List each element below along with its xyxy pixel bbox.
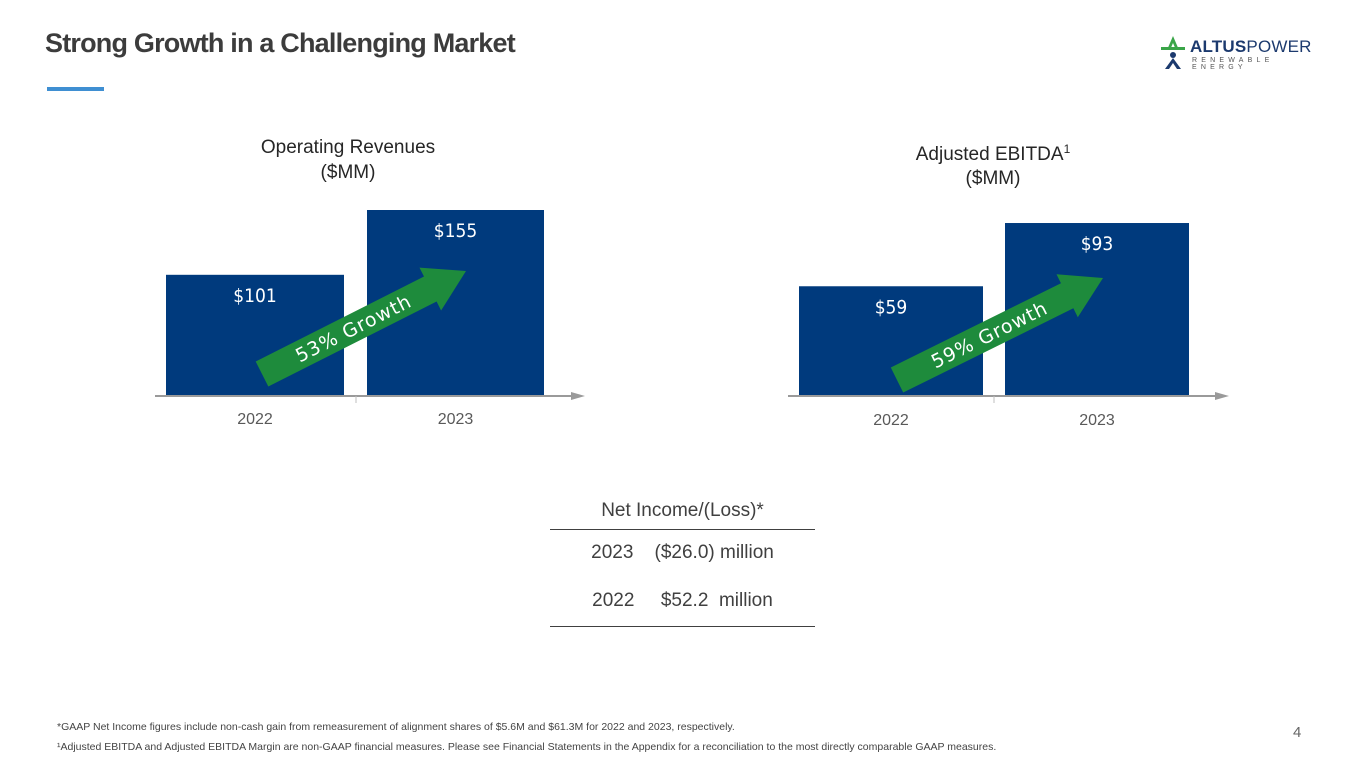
x-tick-label: 2022 (873, 412, 909, 429)
net-income-header: Net Income/(Loss)* (550, 497, 815, 530)
title-underline (47, 87, 104, 91)
title-superscript: 1 (1064, 142, 1071, 156)
net-income-value: $52.2 million (660, 590, 773, 611)
footnote-gaap: *GAAP Net Income figures include non-cas… (57, 721, 735, 733)
logo-tagline: RENEWABLE ENERGY (1192, 57, 1274, 71)
bar-value-label: $101 (233, 285, 277, 307)
chart-subtitle: ($MM) (966, 168, 1021, 189)
logo-wordmark: ALTUSPOWER (1190, 37, 1312, 57)
growth-arrow-shape (890, 274, 1103, 393)
logo-name-light: POWER (1246, 37, 1312, 56)
company-logo: ALTUSPOWER RENEWABLE ENERGY (1158, 34, 1318, 71)
x-tick-label: 2023 (438, 411, 474, 428)
chart-title: Operating Revenues (261, 137, 435, 158)
net-income-row-2023: 2023 ($26.0) million (550, 530, 815, 578)
net-income-value: ($26.0) million (654, 542, 774, 563)
page-title: Strong Growth in a Challenging Market (45, 28, 516, 58)
x-tick-label: 2023 (1079, 412, 1115, 429)
net-income-year: 2022 (592, 590, 635, 611)
x-tick-label: 2022 (237, 411, 273, 428)
bar-value-label: $93 (1081, 233, 1114, 255)
x-axis-arrowhead (1215, 392, 1229, 400)
chart-subtitle: ($MM) (321, 162, 376, 183)
bar-value-label: $155 (434, 220, 478, 242)
logo-figure-icon (1161, 36, 1185, 69)
growth-arrow-shape (255, 267, 466, 387)
footnote-ebitda: ¹Adjusted EBITDA and Adjusted EBITDA Mar… (57, 741, 997, 753)
net-income-table: Net Income/(Loss)* 2023 ($26.0) million … (550, 497, 815, 627)
net-income-year: 2023 (591, 542, 634, 563)
net-income-row-2022: 2022 $52.2 million (550, 578, 815, 627)
bar-value-label: $59 (875, 296, 908, 318)
logo-name-bold: ALTUS (1190, 37, 1247, 56)
charts-area: Operating Revenues($MM)$1012022$15520235… (155, 137, 1229, 429)
page-number: 4 (1293, 724, 1302, 741)
chart-title: Adjusted EBITDA1 (916, 142, 1071, 165)
operating-revenues-chart: Operating Revenues($MM)$1012022$15520235… (155, 137, 585, 428)
x-axis-arrowhead (571, 392, 585, 400)
